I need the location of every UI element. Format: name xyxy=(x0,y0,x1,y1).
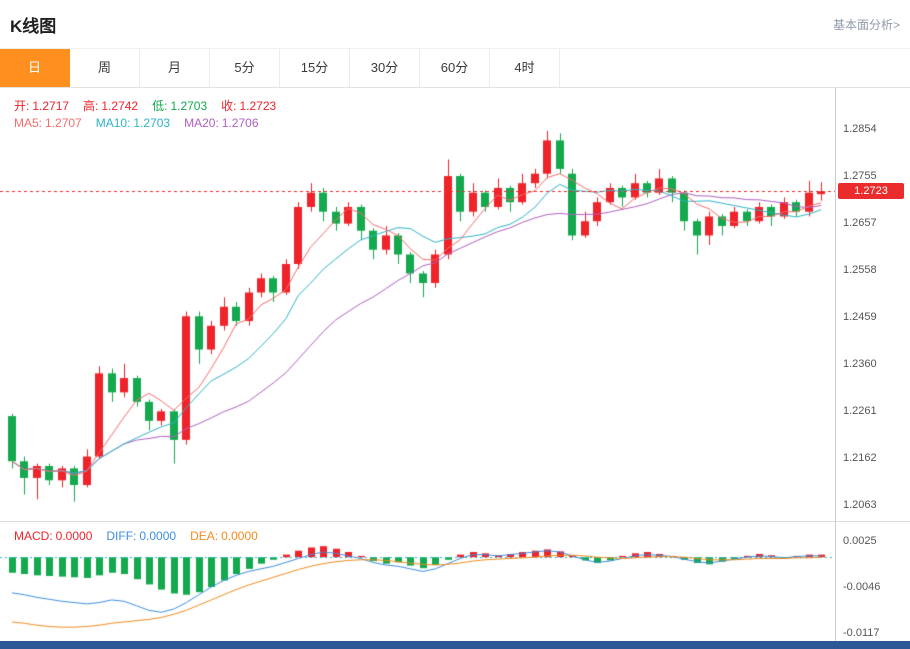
ohlc-info: 开: 1.2717 高: 1.2742 低: 1.2703 收: 1.2723 xyxy=(14,97,276,114)
tab-day[interactable]: 日 xyxy=(0,49,70,87)
macd-chart-canvas[interactable] xyxy=(0,522,835,641)
close-value: 收: 1.2723 xyxy=(221,99,277,113)
y-axis-label: 1.2558 xyxy=(843,264,877,276)
y-axis-label: 1.2657 xyxy=(843,217,877,229)
y-axis-label: 1.2162 xyxy=(843,452,877,464)
y-axis-label: 1.2854 xyxy=(843,123,877,135)
chart-divider xyxy=(0,521,910,522)
y-axis-label: 0.0025 xyxy=(843,535,877,547)
y-axis-label: 1.2063 xyxy=(843,499,877,511)
dea-value: DEA: 0.0000 xyxy=(190,529,258,543)
widget-header: K线图 基本面分析> xyxy=(0,0,910,48)
macd-value: MACD: 0.0000 xyxy=(14,529,93,543)
price-axis: 1.2723 1.2854 1.2755 1.2657 1.2558 1.2459 1.2… xyxy=(835,88,910,641)
y-axis-label: 1.2459 xyxy=(843,311,877,323)
tab-60min[interactable]: 60分 xyxy=(420,49,490,87)
period-tab-bar: 日 周 月 5分 15分 30分 60分 4时 xyxy=(0,48,910,88)
page-title: K线图 xyxy=(10,16,57,36)
tab-5min[interactable]: 5分 xyxy=(210,49,280,87)
ma10-value: MA10: 1.2703 xyxy=(95,116,171,130)
y-axis-label: 1.2360 xyxy=(843,358,877,370)
y-axis-label: 1.2755 xyxy=(843,170,877,182)
macd-legend: MACD: 0.0000 DIFF: 0.0000 DEA: 0.0000 xyxy=(14,529,258,543)
ma20-value: MA20: 1.2706 xyxy=(184,116,259,130)
y-axis-label: -0.0117 xyxy=(843,627,880,639)
open-value: 开: 1.2717 xyxy=(14,99,70,113)
y-axis-label: 1.2261 xyxy=(843,405,877,417)
diff-value: DIFF: 0.0000 xyxy=(106,529,177,543)
ma-legend: MA5: 1.2707 MA10: 1.2703 MA20: 1.2706 xyxy=(14,116,259,130)
tab-month[interactable]: 月 xyxy=(140,49,210,87)
y-axis-label: -0.0046 xyxy=(843,581,881,593)
main-chart-canvas[interactable] xyxy=(0,88,835,521)
chart-area: 开: 1.2717 高: 1.2742 低: 1.2703 收: 1.2723 MA5:… xyxy=(0,88,910,641)
tab-15min[interactable]: 15分 xyxy=(280,49,350,87)
tab-30min[interactable]: 30分 xyxy=(350,49,420,87)
tab-4hour[interactable]: 4时 xyxy=(490,49,560,87)
high-value: 高: 1.2742 xyxy=(83,99,139,113)
low-value: 低: 1.2703 xyxy=(152,99,208,113)
fundamental-analysis-link[interactable]: 基本面分析> xyxy=(832,17,900,32)
current-price-badge: 1.2723 xyxy=(838,183,904,199)
tab-week[interactable]: 周 xyxy=(70,49,140,87)
bottom-scrollbar[interactable] xyxy=(0,641,910,649)
ma5-value: MA5: 1.2707 xyxy=(14,116,82,130)
